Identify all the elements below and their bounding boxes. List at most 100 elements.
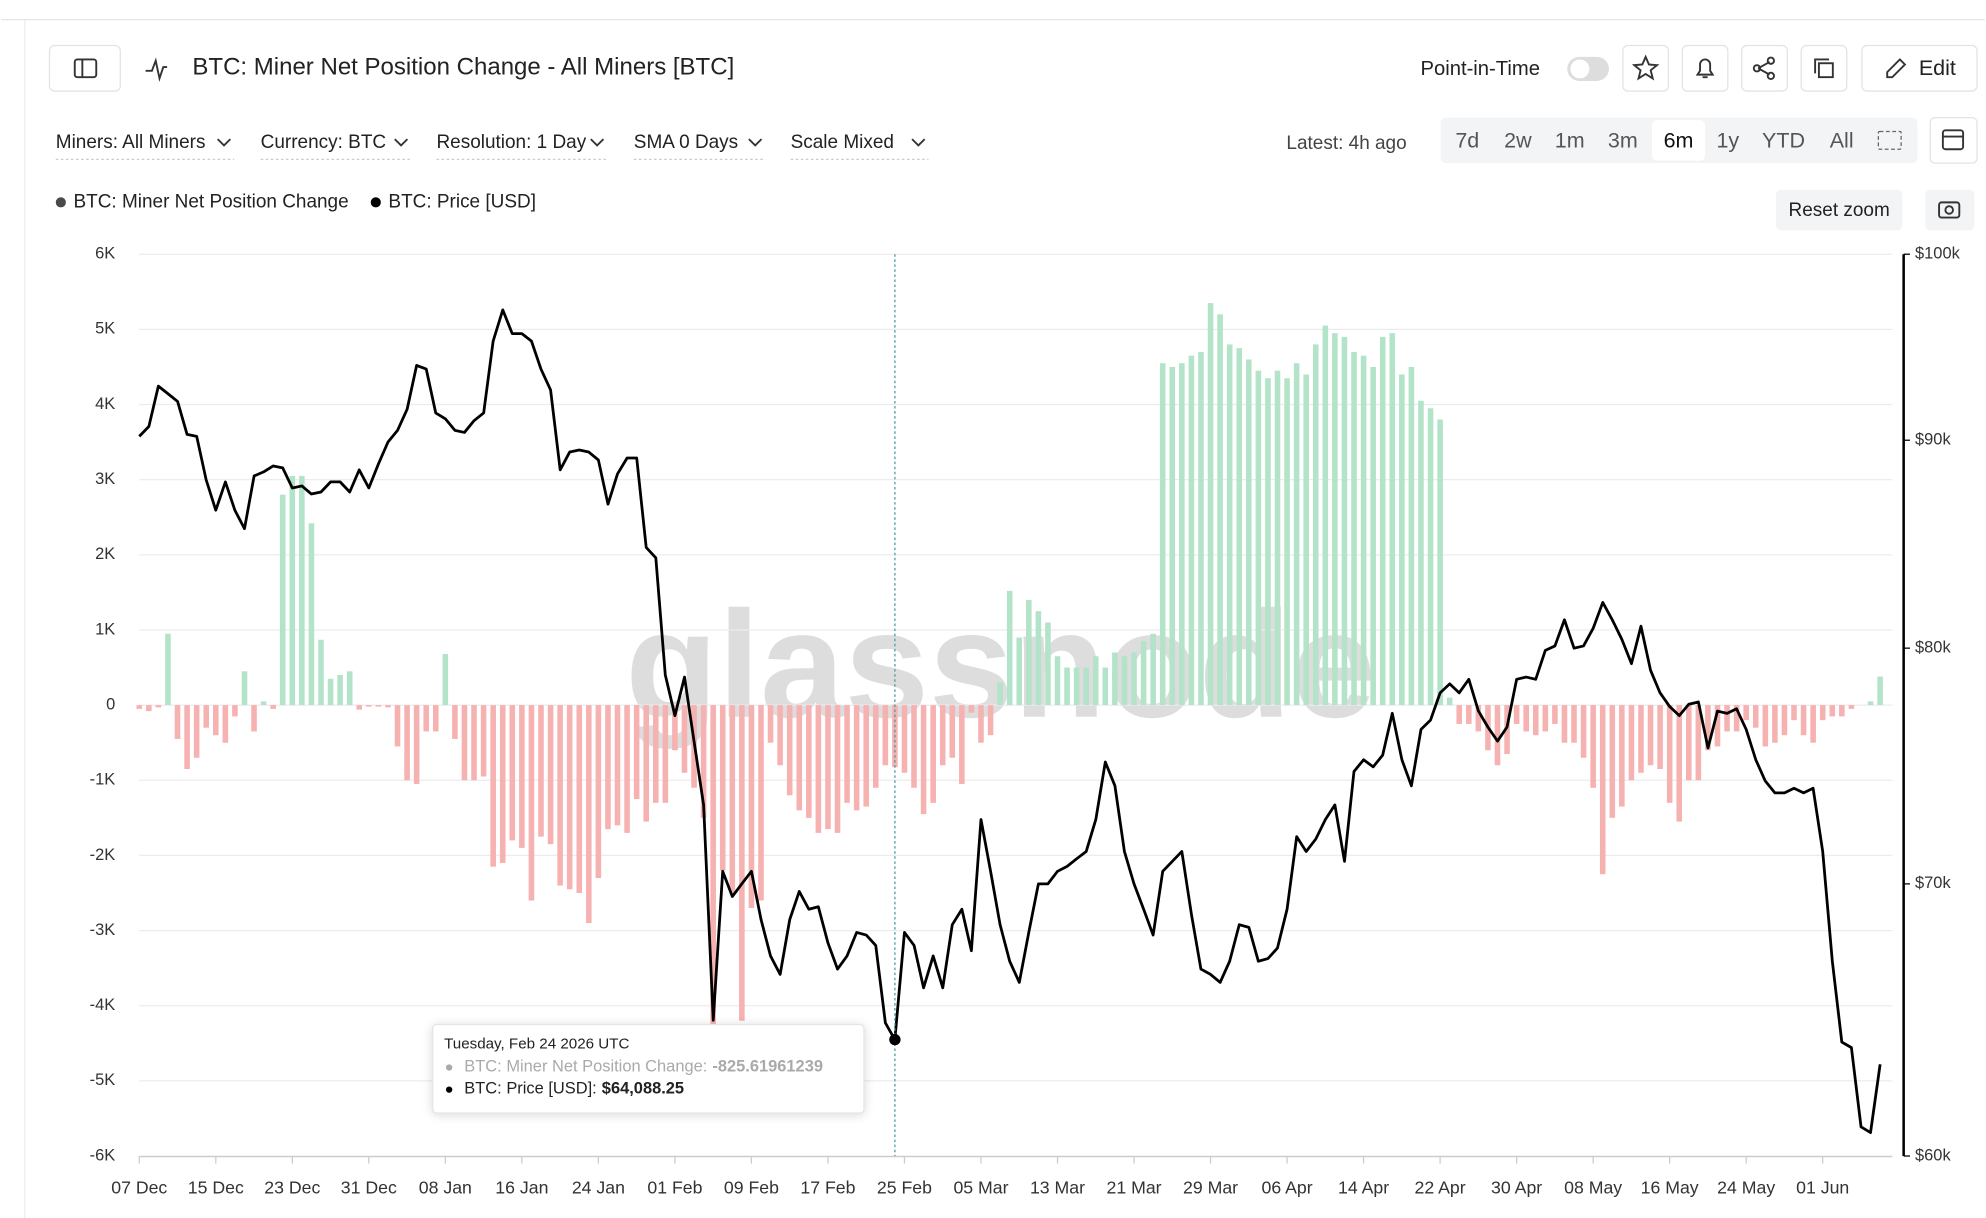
bar — [1580, 705, 1587, 758]
bar — [193, 705, 200, 758]
filter-dropdown[interactable]: Resolution: 1 Day — [436, 132, 586, 153]
x-tick-label: 01 Jun — [1796, 1178, 1849, 1198]
range-button[interactable]: 1y — [1716, 128, 1739, 152]
x-tick-label: 06 Apr — [1261, 1178, 1312, 1198]
screenshot-button[interactable] — [1925, 189, 1975, 231]
bar — [1638, 705, 1644, 773]
alert-button[interactable] — [1681, 44, 1729, 92]
bar — [786, 705, 793, 796]
bar — [251, 705, 257, 732]
bar — [509, 705, 516, 841]
reset-zoom-button[interactable] — [1775, 189, 1903, 231]
bar — [366, 705, 372, 707]
bar — [1246, 359, 1252, 706]
bar — [212, 705, 219, 736]
bar — [1733, 705, 1740, 732]
share-button[interactable] — [1741, 44, 1788, 92]
ranges: 7d 2w 1m 3m 6m 1y YTD All — [1455, 120, 1854, 161]
bar — [576, 705, 583, 893]
chevron — [590, 138, 605, 147]
bar — [1255, 370, 1262, 706]
bar — [806, 705, 812, 818]
tooltip-dot — [445, 1064, 453, 1071]
filter-dropdown[interactable]: Miners: All Miners — [56, 132, 206, 153]
reset-zoom-label: Reset zoom — [1789, 200, 1890, 221]
x-tick-label: 07 Dec — [111, 1178, 167, 1198]
bar — [1877, 676, 1883, 706]
bar — [1236, 348, 1243, 706]
range-button[interactable]: 1m — [1555, 128, 1585, 152]
bar — [1284, 378, 1290, 706]
bar — [662, 705, 669, 803]
bar — [1752, 705, 1759, 728]
bar — [672, 705, 678, 751]
x-tick-label: 16 Jan — [495, 1178, 548, 1198]
range-button[interactable]: 6m — [1664, 128, 1694, 152]
duplicate-button[interactable] — [1800, 44, 1848, 92]
bar — [1360, 355, 1367, 706]
bar — [547, 705, 554, 845]
y-tick-label: -3K — [90, 921, 116, 939]
bar — [270, 705, 276, 709]
bar — [480, 705, 487, 777]
calendar-button[interactable] — [1929, 116, 1978, 164]
bar — [1446, 697, 1453, 706]
bar — [959, 705, 965, 785]
bar — [1207, 303, 1214, 706]
range-button[interactable]: 7d — [1455, 128, 1479, 152]
bar — [1599, 705, 1606, 875]
tooltip-title: Tuesday, Feb 24 2026 UTC — [444, 1036, 629, 1053]
legend-marker — [55, 197, 66, 208]
bar — [901, 705, 908, 773]
sidebar-toggle[interactable] — [48, 44, 121, 92]
bar — [1724, 705, 1730, 732]
bar — [595, 705, 602, 878]
bar — [1217, 314, 1223, 706]
legend-label[interactable]: BTC: Miner Net Position Change — [73, 191, 348, 212]
bar — [1829, 705, 1836, 717]
bar — [652, 705, 659, 803]
range-button[interactable]: YTD — [1762, 128, 1805, 152]
bar — [1523, 705, 1529, 732]
x-tick-label: 22 Apr — [1415, 1178, 1466, 1198]
bar — [1839, 705, 1845, 717]
bar — [1466, 705, 1472, 724]
bar — [184, 705, 190, 770]
bar — [1159, 363, 1166, 706]
tooltip-label: BTC: Miner Net Position Change: — [464, 1058, 707, 1076]
pencil-icon — [1886, 58, 1907, 79]
bar — [308, 523, 315, 706]
zoom-select-icon[interactable] — [1877, 130, 1902, 150]
bar — [1686, 705, 1692, 781]
bar — [1791, 705, 1797, 721]
y2-tick-label: $100k — [1915, 245, 1961, 263]
range-button[interactable]: All — [1830, 128, 1854, 152]
edit-button[interactable] — [1861, 44, 1978, 92]
bar — [681, 705, 688, 773]
x-tick-label: 17 Feb — [800, 1178, 855, 1198]
bar — [1628, 705, 1635, 781]
range-button[interactable]: 2w — [1504, 128, 1532, 152]
share-dot — [1766, 56, 1775, 65]
bar — [432, 705, 439, 732]
bar — [1867, 701, 1874, 706]
bar — [758, 705, 764, 901]
range-button[interactable]: 3m — [1608, 128, 1638, 152]
bar — [1379, 336, 1386, 706]
x-tick-label: 08 May — [1564, 1178, 1622, 1198]
bar — [1006, 590, 1013, 706]
bar — [1695, 705, 1702, 781]
bar — [1848, 705, 1855, 709]
filter-dropdown[interactable]: SMA 0 Days — [634, 132, 738, 153]
chevron — [911, 138, 926, 147]
bar — [872, 705, 879, 788]
favorite-button[interactable] — [1622, 44, 1670, 92]
bar — [1389, 333, 1396, 706]
filter-dropdown[interactable]: Currency: BTC — [261, 132, 386, 153]
filter-dropdown[interactable]: Scale Mixed — [791, 132, 894, 153]
bar — [815, 705, 822, 833]
bar — [1619, 705, 1625, 807]
bar — [1054, 656, 1061, 706]
legend-label[interactable]: BTC: Price [USD] — [388, 191, 536, 212]
camera-icon — [1938, 201, 1961, 219]
